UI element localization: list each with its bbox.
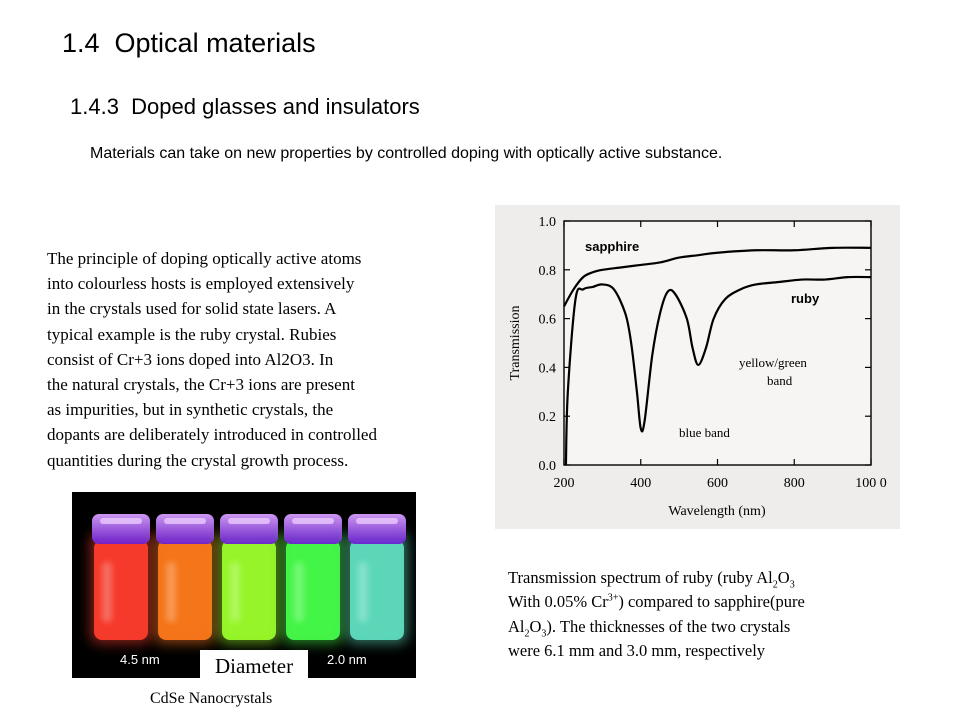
- y-tick-label: 1.0: [539, 215, 557, 230]
- transmission-spectrum-chart: 0.0 0.2 0.4 0.6 0.8 1.0 200 400 600 800 100 0 Tra…: [495, 205, 900, 529]
- cdse-nanocrystals-photo: 4.5 nm 2.0 nm Diameter: [72, 492, 416, 678]
- body-line: dopants are deliberately introduced in c…: [47, 425, 377, 445]
- body-paragraph: The principle of doping optically active…: [47, 246, 477, 473]
- figure-caption: Transmission spectrum of ruby (ruby Al2O…: [508, 566, 908, 664]
- x-tick-label: 600: [707, 476, 728, 491]
- body-line: typical example is the ruby crystal. Rub…: [47, 324, 337, 344]
- vial-highlight: [102, 562, 112, 622]
- series-line-sapphire: [563, 246, 872, 307]
- vial-highlight: [166, 562, 176, 622]
- body-line: consist of Cr+3 ions doped into Al2O3. I…: [47, 349, 334, 369]
- caption-superscript: 3+: [607, 592, 619, 604]
- series-line-ruby: [564, 275, 872, 466]
- vial-highlight: [358, 562, 368, 622]
- vial-cap-shine: [292, 518, 334, 524]
- x-tick-label: 800: [784, 476, 805, 491]
- plot-frame: [563, 220, 872, 466]
- caption-text: ) compared to sapphire(pure: [618, 592, 805, 612]
- body-line: the natural crystals, the Cr+3 ions are …: [47, 375, 355, 395]
- caption-subscript: 2: [524, 628, 530, 640]
- series-group: [563, 246, 872, 466]
- intro-text: Materials can take on new properties by …: [90, 145, 723, 162]
- vial-highlight: [294, 562, 304, 622]
- y-tick-label: 0.8: [539, 264, 557, 279]
- ruby-annotation: ruby: [791, 291, 820, 306]
- y-tick-label: 0.0: [539, 459, 557, 474]
- axis-ticks: [563, 220, 872, 466]
- caption-text: O: [529, 616, 542, 636]
- slide-subtitle: 1.4.3 Doped glasses and insulators: [70, 94, 420, 119]
- caption-text: Al: [508, 616, 525, 636]
- caption-subscript: 2: [772, 579, 778, 591]
- caption-text: Transmission spectrum of ruby (ruby Al: [508, 568, 773, 587]
- y-axis-label: Transmission: [508, 306, 523, 381]
- y-tick-label: 0.2: [539, 410, 557, 425]
- vial-cap-shine: [228, 518, 270, 524]
- vial-cap-shine: [164, 518, 206, 524]
- body-line: into colourless hosts is employed extens…: [47, 274, 355, 294]
- diameter-label-box: [200, 650, 308, 678]
- caption-subscript: 3: [789, 579, 795, 591]
- x-axis-label: Wavelength (nm): [668, 504, 766, 519]
- caption-text: ). The thicknesses of the two crystals: [546, 616, 791, 636]
- caption-text: were 6.1 mm and 3.0 mm, respectively: [508, 641, 766, 661]
- caption-subscript: 3: [541, 628, 547, 640]
- body-line: as impurities, but in synthetic crystals…: [47, 400, 334, 420]
- vial-cap-shine: [100, 518, 142, 524]
- vial-cap-shine: [356, 518, 398, 524]
- sapphire-annotation: sapphire: [585, 239, 639, 254]
- x-tick-label: 200: [554, 476, 575, 491]
- y-tick-labels: 0.0 0.2 0.4 0.6 0.8 1.0: [539, 215, 557, 474]
- slide-title: 1.4 Optical materials: [62, 28, 316, 58]
- blue-band-annotation: blue band: [679, 425, 730, 440]
- vials-group: [90, 514, 408, 644]
- body-line: quantities during the crystal growth pro…: [47, 450, 349, 470]
- y-tick-label: 0.4: [539, 361, 557, 376]
- x-tick-labels: 200 400 600 800 100 0: [554, 476, 887, 491]
- y-tick-label: 0.6: [539, 313, 557, 328]
- diameter-small-label: 2.0 nm: [327, 652, 367, 667]
- body-line: The principle of doping optically active…: [47, 249, 362, 268]
- vial-highlight: [230, 562, 240, 622]
- band-annotation: band: [767, 373, 793, 388]
- diameter-large-label: 4.5 nm: [120, 652, 160, 667]
- nanocrystals-caption: CdSe Nanocrystals: [150, 690, 273, 707]
- x-tick-label: 400: [630, 476, 651, 491]
- yellow-green-annotation: yellow/green: [739, 355, 807, 370]
- caption-text: With 0.05% Cr: [508, 592, 608, 612]
- x-tick-label: 100 0: [855, 476, 887, 491]
- diameter-label: Diameter: [215, 654, 293, 678]
- caption-text: O: [777, 568, 790, 587]
- body-line: in the crystals used for solid state las…: [47, 299, 337, 319]
